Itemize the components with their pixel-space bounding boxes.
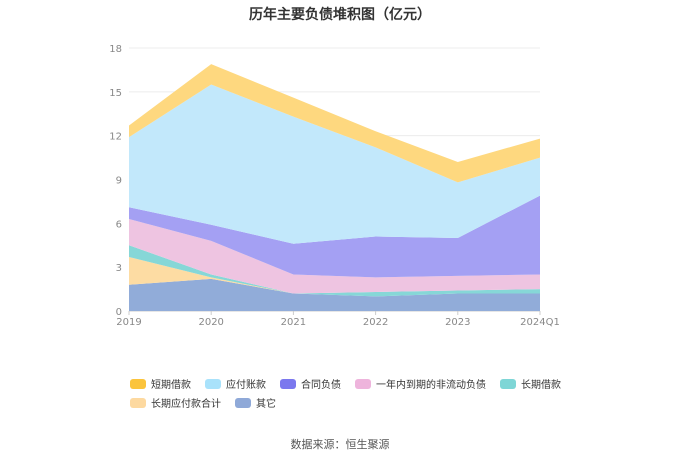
chart-legend: 短期借款 应付账款 合同负债 一年内到期的非流动负债 长期借款长期应付款合计 其它 <box>130 376 590 410</box>
y-tick-label: 0 <box>116 307 122 318</box>
legend-item[interactable]: 合同负债 <box>280 376 341 391</box>
legend-label: 合同负债 <box>301 380 341 391</box>
data-source-note: 数据来源：恒生聚源 <box>290 438 390 451</box>
x-tick-label: 2020 <box>198 317 223 328</box>
area-series-应付账款 <box>129 84 540 244</box>
legend-label: 长期借款 <box>521 380 561 391</box>
y-tick-label: 6 <box>116 219 122 230</box>
legend-swatch <box>130 378 146 389</box>
stacked-area-chart: 0 3 6 9 12 15 18 2019 2020 2021 2022 2023 2024Q1 <box>109 44 560 328</box>
area-series-其它 <box>129 278 540 311</box>
legend-item[interactable]: 应付账款 <box>205 376 266 391</box>
area-series-一年内到期的非流动负债 <box>129 218 540 294</box>
area-series-合同负债 <box>129 195 540 278</box>
legend-label: 一年内到期的非流动负债 <box>376 380 486 391</box>
legend-item[interactable]: 长期应付款合计 <box>130 395 221 410</box>
x-tick-label: 2021 <box>281 317 306 328</box>
area-series-短期借款 <box>129 64 540 183</box>
legend-swatch <box>205 378 221 389</box>
legend-item[interactable]: 长期借款 <box>500 376 561 391</box>
y-tick-label: 15 <box>109 88 122 99</box>
y-tick-label: 3 <box>116 263 122 274</box>
legend-swatch <box>235 397 251 408</box>
x-tick-label: 2019 <box>116 317 141 328</box>
legend-label: 应付账款 <box>226 380 266 391</box>
chart-title: 历年主要负债堆积图（亿元） <box>249 7 431 23</box>
legend-label: 其它 <box>256 399 276 410</box>
legend-label: 长期应付款合计 <box>151 399 221 410</box>
legend-label: 短期借款 <box>151 380 191 391</box>
y-tick-label: 12 <box>109 132 122 143</box>
x-tick-label: 2024Q1 <box>520 317 560 328</box>
y-tick-label: 18 <box>109 44 122 55</box>
legend-item[interactable]: 一年内到期的非流动负债 <box>355 376 486 391</box>
area-series-长期借款 <box>129 245 540 297</box>
legend-item[interactable]: 短期借款 <box>130 376 191 391</box>
legend-item[interactable]: 其它 <box>235 395 276 410</box>
x-tick-label: 2022 <box>363 317 388 328</box>
x-tick-label: 2023 <box>445 317 470 328</box>
legend-swatch <box>130 397 146 408</box>
legend-swatch <box>355 378 371 389</box>
legend-swatch <box>500 378 516 389</box>
legend-swatch <box>280 378 296 389</box>
y-tick-label: 9 <box>116 176 122 187</box>
